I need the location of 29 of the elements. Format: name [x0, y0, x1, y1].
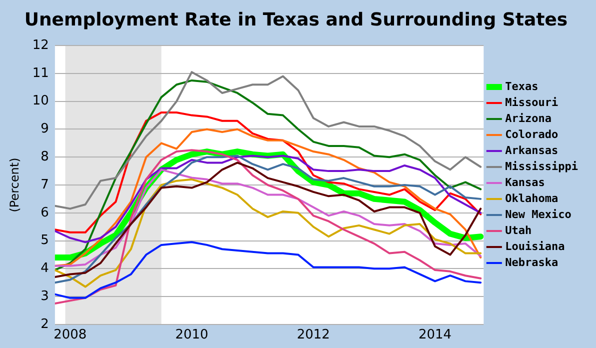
y-axis-title: (Percent): [7, 158, 22, 212]
x-tick-label: 2010: [175, 328, 208, 343]
x-tick-label: 2012: [296, 328, 330, 343]
legend-label: Louisiana: [505, 240, 565, 253]
legend-label: Mississippi: [505, 160, 578, 173]
y-tick-label: 5: [40, 233, 49, 248]
y-tick-label: 2: [40, 316, 49, 332]
y-tick-label: 10: [32, 94, 49, 109]
y-tick-label: 6: [40, 205, 49, 220]
legend-label: Arizona: [505, 112, 552, 125]
x-tick-label: 2014: [418, 328, 452, 343]
y-tick-label: 7: [40, 177, 49, 192]
legend-label: Texas: [505, 80, 538, 93]
legend-label: New Mexico: [505, 208, 572, 221]
y-tick-label: 4: [40, 261, 49, 276]
y-tick-label: 3: [40, 288, 49, 304]
legend-label: Utah: [505, 224, 532, 237]
legend-label: Nebraska: [505, 256, 558, 269]
x-tick-label: 2008: [54, 328, 87, 343]
legend-label: Colorado: [505, 128, 559, 141]
y-tick-label: 11: [32, 66, 49, 81]
y-tick-label: 9: [40, 122, 49, 137]
legend-label: Oklahoma: [505, 192, 558, 205]
legend-label: Kansas: [505, 176, 545, 189]
chart-title: Unemployment Rate in Texas and Surrounding States: [24, 9, 568, 30]
y-tick-label: 8: [40, 149, 49, 164]
legend-label: Missouri: [505, 96, 559, 109]
y-tick-label: 12: [32, 38, 49, 53]
legend-label: Arkansas: [505, 144, 558, 157]
